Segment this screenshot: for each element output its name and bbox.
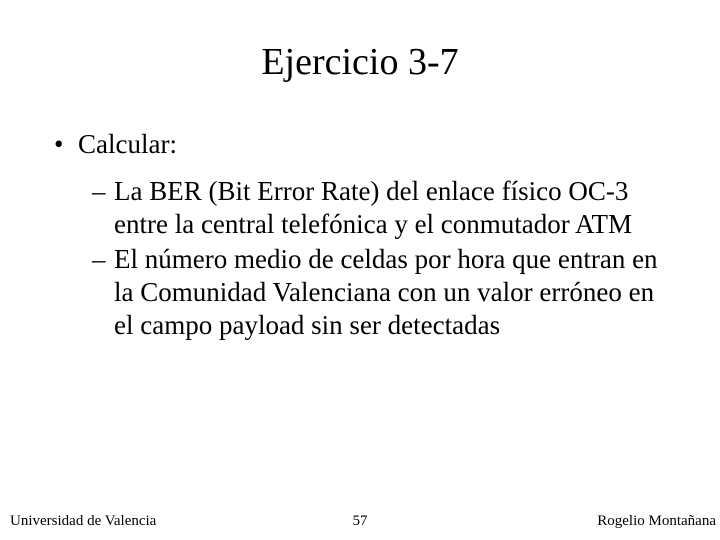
- subbullet-ber: La BER (Bit Error Rate) del enlace físic…: [48, 175, 672, 241]
- subbullet-celdas-text: El número medio de celdas por hora que e…: [114, 244, 658, 340]
- slide: Ejercicio 3-7 Calcular: La BER (Bit Erro…: [0, 0, 720, 540]
- slide-title: Ejercicio 3-7: [48, 40, 672, 84]
- subbullet-ber-text: La BER (Bit Error Rate) del enlace físic…: [114, 176, 632, 239]
- slide-body: Calcular: La BER (Bit Error Rate) del en…: [48, 128, 672, 342]
- bullet-calcular-text: Calcular:: [78, 129, 177, 159]
- footer-right: Rogelio Montañana: [597, 513, 716, 530]
- bullet-calcular: Calcular:: [48, 128, 672, 161]
- subbullet-celdas: El número medio de celdas por hora que e…: [48, 243, 672, 342]
